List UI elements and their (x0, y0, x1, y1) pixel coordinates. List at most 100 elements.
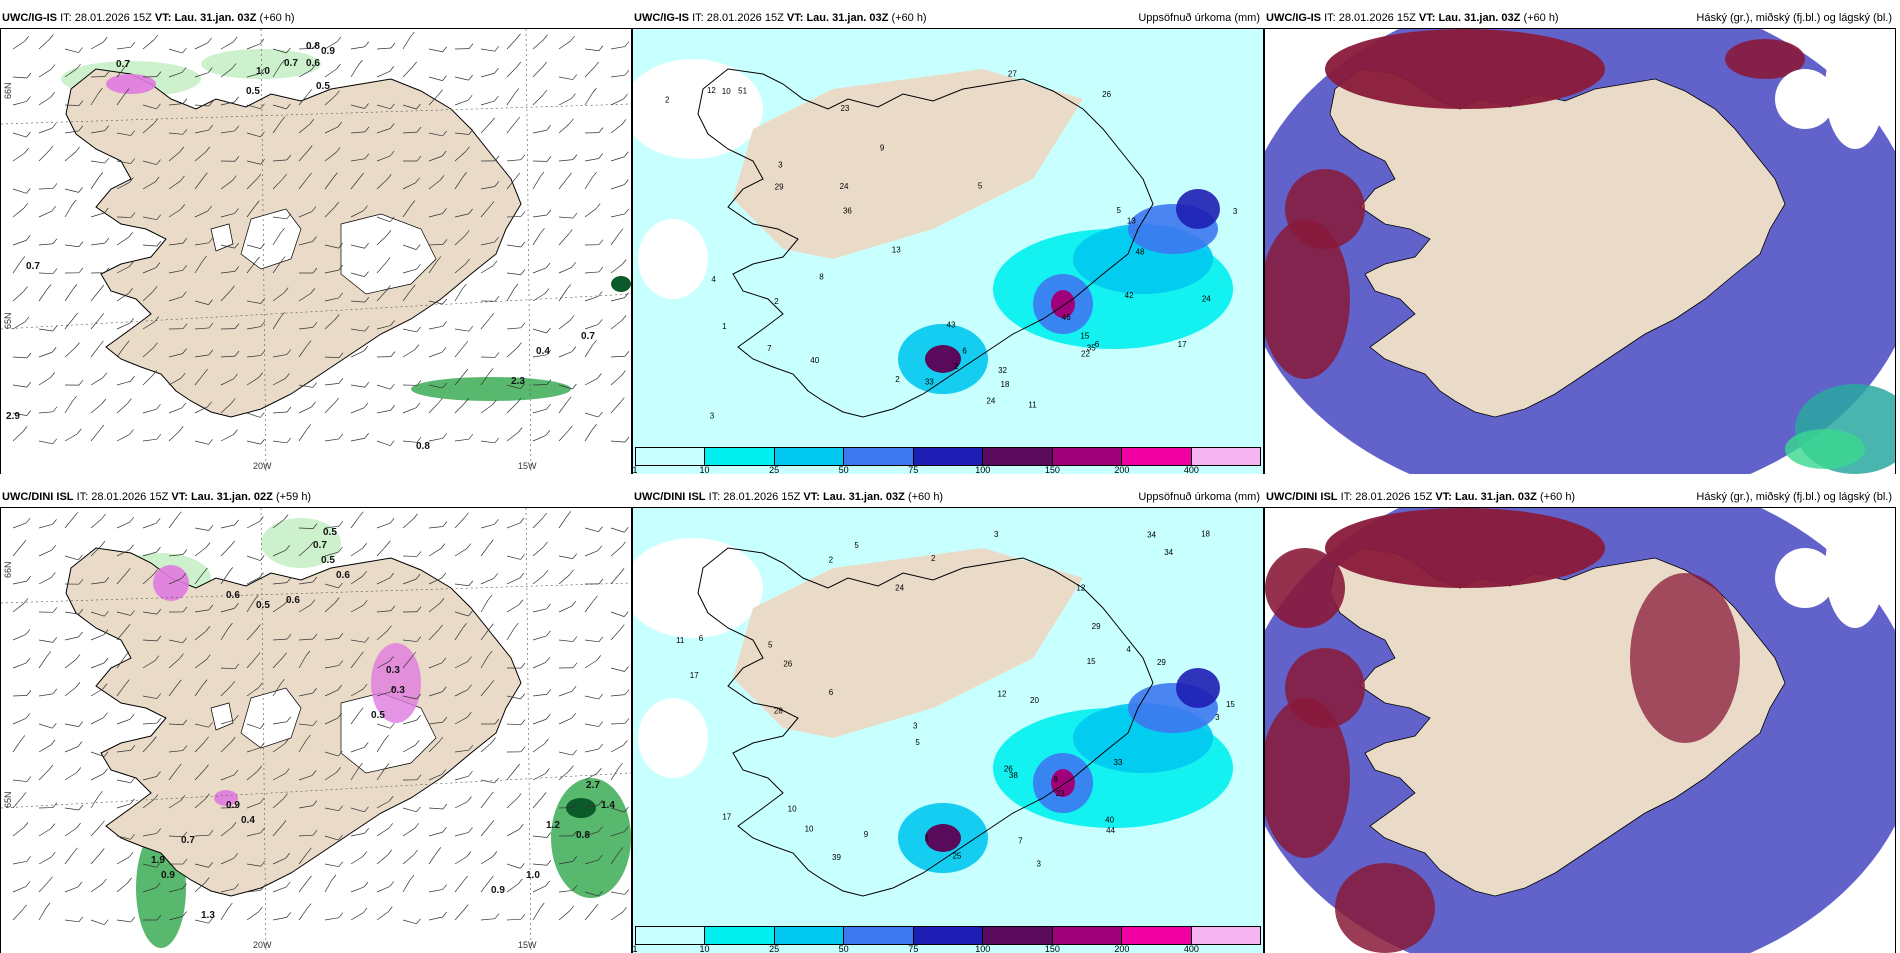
panel-header: UWC/DINI ISL IT: 28.01.2026 15Z VT: Lau.… (1266, 491, 1575, 503)
grid-value: 3 (778, 160, 783, 169)
grid-value: 11 (1028, 401, 1037, 410)
colorbar-cell (1192, 927, 1260, 944)
colorbar-tick: 100 (975, 465, 990, 474)
grid-value: 34 (1164, 548, 1173, 557)
grid-value: 24 (1202, 294, 1211, 303)
panel-variable-title: Háský (gr.), miðský (fj.bl.) og lágský (… (1696, 12, 1892, 24)
colorbar-cell (914, 927, 983, 944)
grid-value: 27 (1008, 69, 1017, 78)
colorbar-tick: 50 (839, 465, 849, 474)
colorbar-tick: 150 (1045, 465, 1060, 474)
contour-label: 0.7 (581, 331, 595, 342)
contour-label: 0.7 (284, 58, 298, 69)
contour-label: 0.5 (316, 81, 330, 92)
grid-value: 5 (854, 541, 859, 550)
colorbar-cell (636, 448, 705, 465)
grid-value: 40 (1105, 816, 1114, 825)
colorbar-tick: 50 (839, 944, 849, 953)
contour-label: 0.5 (371, 710, 385, 721)
grid-value: 3 (994, 530, 999, 539)
grid-value: 25 (952, 852, 961, 861)
grid-value: 17 (722, 813, 731, 822)
grid-value: 42 (1125, 291, 1134, 300)
grid-value: 10 (788, 805, 797, 814)
grid-value: 29 (1157, 658, 1166, 667)
colorbar-tick: 1 (632, 944, 637, 953)
contour-label: 0.8 (576, 830, 590, 841)
grid-value: 8 (819, 272, 824, 281)
contour-label: 0.5 (246, 86, 260, 97)
grid-value: 2 (665, 96, 670, 105)
contour-label: 2.7 (586, 780, 600, 791)
panel-header: UWC/DINI ISL IT: 28.01.2026 15Z VT: Lau.… (634, 491, 943, 503)
grid-value: 5 (768, 640, 773, 649)
map-frame[interactable] (1264, 507, 1896, 953)
contour-label: 0.4 (536, 346, 550, 357)
colorbar-tick: 10 (700, 465, 710, 474)
grid-value: 7 (767, 344, 772, 353)
grid-value: 12 (707, 86, 716, 95)
map-frame[interactable] (1264, 28, 1896, 474)
contour-label: 0.9 (161, 870, 175, 881)
lat-label: 66N (3, 82, 13, 99)
grid-value: 17 (1178, 340, 1187, 349)
colorbar-cell (775, 448, 844, 465)
colorbar-cell (636, 927, 705, 944)
colorbar-tick: 75 (908, 465, 918, 474)
contour-label: 0.9 (321, 46, 335, 57)
colorbar-cell (1122, 448, 1191, 465)
colorbar-cell (705, 448, 774, 465)
grid-value: 12 (1076, 584, 1085, 593)
grid-value: 24 (840, 182, 849, 191)
grid-value: 34 (1147, 530, 1156, 539)
colorbar-tick: 75 (908, 944, 918, 953)
grid-value: 9 (880, 143, 885, 152)
contour-label: 1.2 (546, 820, 560, 831)
contour-label: 0.8 (416, 441, 430, 452)
grid-value: 32 (998, 366, 1007, 375)
contour-label: 0.5 (323, 527, 337, 538)
panel-header: UWC/DINI ISL IT: 28.01.2026 15Z VT: Lau.… (2, 491, 311, 503)
panel-ig-precip: UWC/IG-IS IT: 28.01.2026 15Z VT: Lau. 31… (632, 9, 1264, 474)
colorbar-cell (983, 927, 1052, 944)
grid-value: 23 (840, 104, 849, 113)
grid-value: 2 (954, 362, 959, 371)
contour-label: 0.8 (306, 41, 320, 52)
contour-label: 1.3 (201, 910, 215, 921)
grid-value: 38 (1009, 771, 1018, 780)
grid-value: 44 (1106, 826, 1115, 835)
colorbar-cell (775, 927, 844, 944)
contour-label: 0.7 (313, 540, 327, 551)
panel-ig-wind: UWC/IG-IS IT: 28.01.2026 15Z VT: Lau. 31… (0, 9, 632, 474)
grid-value: 3 (1233, 207, 1238, 216)
grid-value: 6 (1095, 340, 1100, 349)
colorbar-tick: 150 (1045, 944, 1060, 953)
colorbar-cell (844, 448, 913, 465)
grid-value: 8 (1053, 775, 1058, 784)
contour-label: 1.0 (256, 66, 270, 77)
contour-label: 0.5 (256, 600, 270, 611)
colorbar-cell (844, 927, 913, 944)
grid-value: 22 (1081, 349, 1090, 358)
colorbar-tick: 400 (1184, 944, 1199, 953)
colorbar-tick: 200 (1114, 465, 1129, 474)
contour-label: 0.6 (226, 590, 240, 601)
grid-value: 12 (998, 689, 1007, 698)
grid-value: 3 (1215, 713, 1220, 722)
colorbar-cell (983, 448, 1052, 465)
grid-value: 6 (962, 346, 967, 355)
grid-value: 13 (1127, 217, 1136, 226)
grid-value: 9 (864, 830, 869, 839)
contour-label: 1.9 (151, 855, 165, 866)
grid-value: 39 (832, 853, 841, 862)
grid-value: 24 (986, 397, 995, 406)
lat-label: 66N (3, 561, 13, 578)
grid-value: 43 (947, 320, 956, 329)
contour-label: 2.3 (511, 376, 525, 387)
colorbar-cell (1053, 448, 1122, 465)
